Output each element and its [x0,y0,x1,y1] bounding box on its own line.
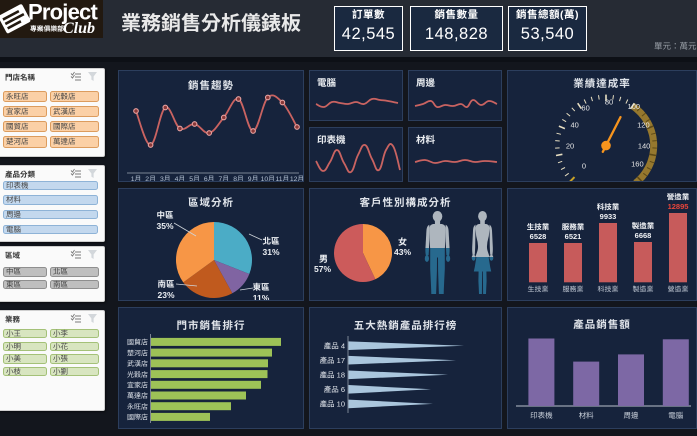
svg-text:6528: 6528 [530,232,547,241]
svg-text:生技業: 生技業 [528,285,549,293]
svg-text:國貿店: 國貿店 [127,339,148,347]
svg-text:產品 6: 產品 6 [324,385,345,394]
svg-text:31%: 31% [262,247,279,257]
svg-text:材料: 材料 [579,411,594,420]
svg-text:國際店: 國際店 [127,414,148,422]
svg-text:周邊: 周邊 [624,411,639,420]
svg-text:Project: Project [28,0,98,25]
svg-text:9933: 9933 [600,212,617,221]
svg-text:60: 60 [581,104,589,113]
svg-text:中區: 中區 [156,210,174,220]
svg-text:1月: 1月 [131,175,142,182]
svg-text:11%: 11% [253,293,270,301]
svg-text:服務業: 服務業 [562,223,585,232]
svg-text:產品 4: 產品 4 [324,341,345,350]
svg-text:9月: 9月 [248,175,259,182]
svg-text:產品 10: 產品 10 [320,400,345,409]
svg-text:10月: 10月 [261,175,275,182]
svg-text:生技業: 生技業 [527,223,550,232]
svg-text:製造業: 製造業 [633,285,654,293]
svg-text:4月: 4月 [175,175,186,182]
svg-text:6月: 6月 [204,175,215,182]
svg-text:8月: 8月 [233,175,244,182]
svg-text:120: 120 [637,121,650,130]
svg-text:5月: 5月 [189,175,200,182]
svg-text:43%: 43% [394,247,411,257]
svg-text:11月: 11月 [275,175,289,182]
svg-text:23%: 23% [157,290,174,300]
svg-text:男: 男 [319,254,328,264]
svg-text:12月: 12月 [290,175,304,182]
svg-text:6668: 6668 [635,231,652,240]
svg-text:100: 100 [628,102,641,111]
svg-text:營造業: 營造業 [667,193,690,202]
svg-text:0: 0 [582,162,586,171]
svg-text:光穀店: 光穀店 [127,371,148,379]
svg-text:專案俱樂部: 專案俱樂部 [30,25,64,33]
svg-text:武漢店: 武漢店 [127,360,148,368]
svg-text:印表機: 印表機 [530,411,553,420]
svg-text:宜家店: 宜家店 [127,382,148,390]
svg-text:科技業: 科技業 [598,285,619,293]
svg-text:3月: 3月 [160,175,171,182]
svg-text:萬達店: 萬達店 [127,392,148,400]
svg-text:Club: Club [63,20,95,37]
svg-text:電腦: 電腦 [668,411,683,420]
svg-text:南區: 南區 [157,279,175,289]
svg-text:20: 20 [566,142,574,151]
svg-text:東區: 東區 [252,282,270,292]
svg-text:2月: 2月 [145,175,156,182]
svg-text:7月: 7月 [219,175,230,182]
svg-text:北區: 北區 [262,236,280,246]
svg-text:80: 80 [605,98,613,107]
svg-text:57%: 57% [314,264,331,274]
svg-text:楚河店: 楚河店 [127,349,148,357]
svg-text:產品 17: 產品 17 [320,356,345,365]
svg-text:服務業: 服務業 [563,285,584,293]
svg-text:製造業: 製造業 [632,222,655,231]
svg-text:科技業: 科技業 [597,203,620,212]
svg-text:6521: 6521 [565,232,582,241]
svg-text:12895: 12895 [668,202,689,211]
svg-text:40: 40 [571,121,579,130]
svg-text:160: 160 [631,160,644,169]
svg-text:營造業: 營造業 [668,285,689,293]
svg-text:永旺店: 永旺店 [127,403,148,411]
svg-text:女: 女 [398,237,407,247]
svg-text:35%: 35% [156,221,173,231]
svg-text:產品 18: 產品 18 [320,370,345,379]
svg-text:140: 140 [638,142,651,151]
